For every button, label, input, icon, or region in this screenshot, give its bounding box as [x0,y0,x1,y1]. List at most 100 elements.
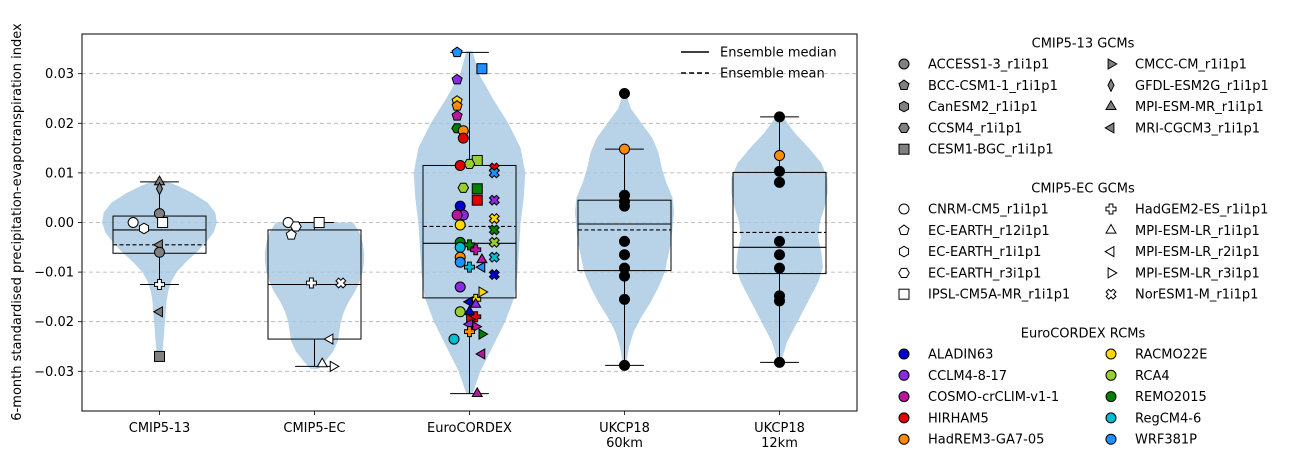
x-tick-label: 60km [606,436,643,451]
data-point [471,194,483,206]
legend-item-label: EC-EARTH_r1i1p1 [928,245,1041,260]
legend-item-label: MPI-ESM-LR_r3i1p1 [1135,266,1260,281]
data-point [454,159,466,171]
legend-item-label: ACCESS1-3_r1i1p1 [928,58,1049,73]
y-tick-label: 0.02 [45,117,74,132]
y-tick-label: 0.03 [45,67,74,82]
legend-item-label: HadGEM2-ES_r1i1p1 [1135,203,1268,218]
data-point [774,165,785,177]
data-point [457,182,470,193]
data-point [619,88,630,100]
legend-label: Ensemble median [720,46,837,61]
data-point [138,222,150,235]
legend-item-label: MPI-ESM-LR_r1i1p1 [1135,224,1260,239]
legend-item-label: CCLM4-8-17 [928,369,1007,384]
data-point [471,386,484,398]
data-point [451,73,463,85]
data-point [154,350,165,362]
data-point [454,306,466,318]
data-point [462,296,473,308]
data-point [313,217,325,228]
data-point [457,132,469,144]
model-points [127,46,785,398]
data-point [619,249,630,261]
legend-group-title: EuroCORDEX RCMs [1021,327,1146,342]
y-tick-label: 0.00 [45,216,74,231]
data-point [472,320,483,333]
y-tick-label: 0.01 [45,166,74,181]
data-point [774,356,785,368]
legend-marker [898,412,910,424]
model-legend: CMIP5-13 GCMs ACCESS1-3_r1i1p1 BCC-CSM1-1_… [898,37,1269,448]
y-tick-label: −0.02 [34,315,74,330]
data-point [475,261,486,273]
violin-body [264,222,365,369]
data-point [451,209,463,221]
data-point [454,219,466,231]
data-point [488,167,500,179]
y-tick-label: −0.01 [34,266,74,281]
data-point [488,251,500,263]
data-point [154,246,165,258]
legend-item-label: NorESM1-M_r1i1p1 [1135,288,1258,303]
legend-group-title: CMIP5-EC GCMs [1031,182,1135,197]
legend-marker [1107,78,1115,93]
data-point [619,270,630,282]
data-point [152,305,163,318]
legend-item-label: COSMO-crCLIM-v1-1 [928,390,1059,405]
data-point [619,200,630,212]
data-point [323,333,334,345]
legend-item-label: MPI-ESM-LR_r2i1p1 [1135,245,1260,260]
legend-marker [1105,412,1117,424]
data-point [155,181,164,196]
violin-body [413,51,526,394]
legend-item-label: IPSL-CM5A-MR_r1i1p1 [928,288,1070,303]
data-point [470,244,482,256]
data-point [475,348,486,360]
legend-item-label: EC-EARTH_r3i1p1 [928,266,1041,281]
legend-item-label: BCC-CSM1-1_r1i1p1 [928,79,1058,94]
legend-marker [898,245,910,258]
legend-marker [1105,99,1117,110]
data-point [774,150,785,162]
legend-item-label: RCA4 [1135,369,1170,384]
data-point [471,183,483,195]
data-point [285,229,297,240]
data-point [316,357,329,368]
data-point [454,256,466,268]
data-point [619,235,630,247]
x-tick-label: UKCP18 [599,421,650,436]
data-point [451,46,463,58]
legend-marker [898,143,910,155]
data-point [154,279,165,291]
legend-marker [1104,122,1115,134]
legend-item-label: CMCC-CM_r1i1p1 [1135,58,1247,73]
legend-item-label: RegCM4-6 [1135,411,1201,426]
legend-marker [1107,58,1118,70]
data-point [488,236,500,248]
legend-marker [898,391,910,403]
legend-marker [1105,348,1117,360]
x-tick-label: UKCP18 [754,421,805,436]
legend-marker [1105,288,1117,300]
data-point [454,241,466,253]
legend-group-title: CMIP5-13 GCMs [1032,37,1135,52]
legend-marker [898,288,910,300]
legend-item-label: CanESM2_r1i1p1 [928,100,1038,115]
data-point [488,194,500,206]
data-point [157,217,169,228]
axes: −0.03 −0.02 −0.01 0.00 0.01 0.02 0.03 CMIP5-13 C… [34,67,805,451]
legend-item-label: CCSM4_r1i1p1 [928,121,1022,136]
legend-marker [1105,203,1117,215]
legend-item-label: MRI-CGCM3_r1i1p1 [1135,121,1260,136]
data-point [127,217,139,228]
legend-marker [1104,245,1115,258]
legend-item-label: MPI-ESM-MR_r1i1p1 [1135,100,1264,115]
legend-marker [898,267,910,278]
legend-item-label: CESM1-BGC_r1i1p1 [928,143,1054,158]
data-point [451,109,463,121]
legend-marker [1105,223,1117,234]
data-point [469,297,482,308]
x-tick-label: CMIP5-13 [129,421,190,436]
